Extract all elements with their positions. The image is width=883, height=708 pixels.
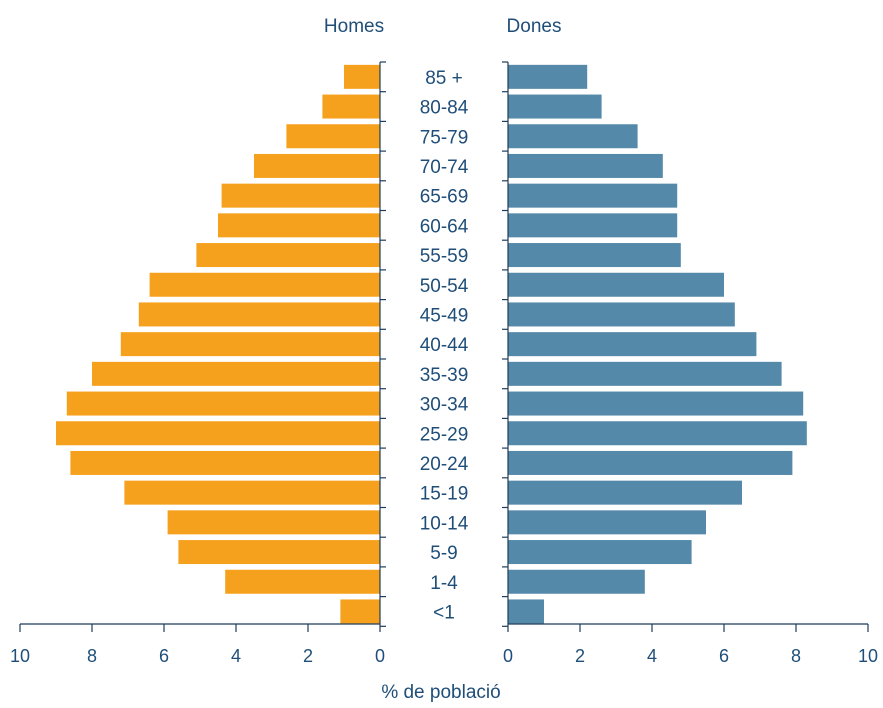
bar-dones-25-29 — [508, 421, 807, 446]
bar-dones-75-79 — [508, 124, 638, 149]
age-label-5-9: 5-9 — [430, 543, 457, 564]
series-title-homes: Homes — [324, 16, 384, 37]
bar-homes-30-34 — [66, 391, 381, 416]
bar-dones-65-69 — [508, 183, 678, 208]
right-x-tick-label: 2 — [575, 646, 585, 666]
bar-dones-1 — [508, 599, 544, 624]
age-label-1-4: 1-4 — [430, 573, 458, 594]
age-group-labels: <1 1-4 5-9 10-14 15-19 20-24 25-29 30-34 35-39 40… — [420, 68, 469, 624]
left-x-tick-label: 2 — [303, 646, 313, 666]
bar-dones-80-84 — [508, 94, 602, 119]
bar-homes-80-84 — [322, 94, 380, 119]
age-label-60-64: 60-64 — [420, 216, 469, 237]
bar-homes-25-29 — [56, 421, 380, 446]
dones-bars — [508, 64, 807, 624]
bar-dones-10-14 — [508, 510, 706, 535]
bar-dones-55-59 — [508, 243, 681, 268]
right-x-tick-label: 6 — [719, 646, 729, 666]
bar-homes-85 — [344, 64, 380, 89]
bar-homes-45-49 — [138, 302, 380, 327]
age-label-30-34: 30-34 — [420, 395, 469, 416]
age-label-15-19: 15-19 — [420, 484, 469, 505]
age-label-75-79: 75-79 — [420, 127, 469, 148]
age-label-1: <1 — [433, 602, 455, 623]
bar-dones-20-24 — [508, 450, 793, 475]
age-label-50-54: 50-54 — [420, 276, 469, 297]
bar-dones-50-54 — [508, 272, 724, 297]
bar-homes-1 — [340, 599, 380, 624]
bar-homes-10-14 — [167, 510, 380, 535]
bar-homes-20-24 — [70, 450, 381, 475]
homes-bars — [56, 64, 381, 624]
age-label-20-24: 20-24 — [420, 454, 469, 475]
bar-dones-30-34 — [508, 391, 804, 416]
age-label-40-44: 40-44 — [420, 335, 469, 356]
age-label-45-49: 45-49 — [420, 305, 469, 326]
left-x-tick-label: 8 — [87, 646, 97, 666]
right-x-tick-label: 10 — [858, 646, 878, 666]
bar-homes-55-59 — [196, 243, 380, 268]
bar-dones-15-19 — [508, 480, 742, 505]
right-x-tick-label: 8 — [791, 646, 801, 666]
bar-homes-65-69 — [221, 183, 380, 208]
left-x-tick-label: 10 — [10, 646, 30, 666]
bar-homes-5-9 — [178, 540, 380, 565]
bar-dones-40-44 — [508, 332, 757, 357]
bar-dones-70-74 — [508, 153, 663, 178]
bar-homes-35-39 — [92, 361, 380, 386]
bar-dones-35-39 — [508, 361, 782, 386]
age-label-65-69: 65-69 — [420, 187, 469, 208]
bar-homes-15-19 — [124, 480, 381, 505]
left-x-tick-label: 6 — [159, 646, 169, 666]
age-label-10-14: 10-14 — [420, 513, 469, 534]
age-label-80-84: 80-84 — [420, 98, 469, 119]
bar-homes-50-54 — [149, 272, 380, 297]
left-x-tick-label: 0 — [375, 646, 385, 666]
bar-homes-70-74 — [254, 153, 380, 178]
right-x-tick-label: 0 — [503, 646, 513, 666]
age-label-85: 85 + — [425, 68, 463, 89]
bar-homes-1-4 — [225, 569, 380, 594]
series-title-dones: Dones — [507, 16, 562, 37]
age-label-25-29: 25-29 — [420, 424, 469, 445]
bar-dones-60-64 — [508, 213, 678, 238]
x-axis-title: % de població — [381, 682, 500, 703]
right-x-tick-label: 4 — [647, 646, 657, 666]
bar-dones-5-9 — [508, 540, 692, 565]
bar-dones-1-4 — [508, 569, 645, 594]
bar-homes-40-44 — [120, 332, 381, 357]
age-label-55-59: 55-59 — [420, 246, 469, 267]
left-x-tick-label: 4 — [231, 646, 241, 666]
age-label-70-74: 70-74 — [420, 157, 469, 178]
bar-dones-85 — [508, 64, 588, 89]
bar-homes-60-64 — [218, 213, 380, 238]
bar-homes-75-79 — [286, 124, 380, 149]
age-label-35-39: 35-39 — [420, 365, 469, 386]
axes: 0 0 2 2 4 4 6 6 8 8 10 10 — [10, 61, 878, 666]
bar-dones-45-49 — [508, 302, 735, 327]
